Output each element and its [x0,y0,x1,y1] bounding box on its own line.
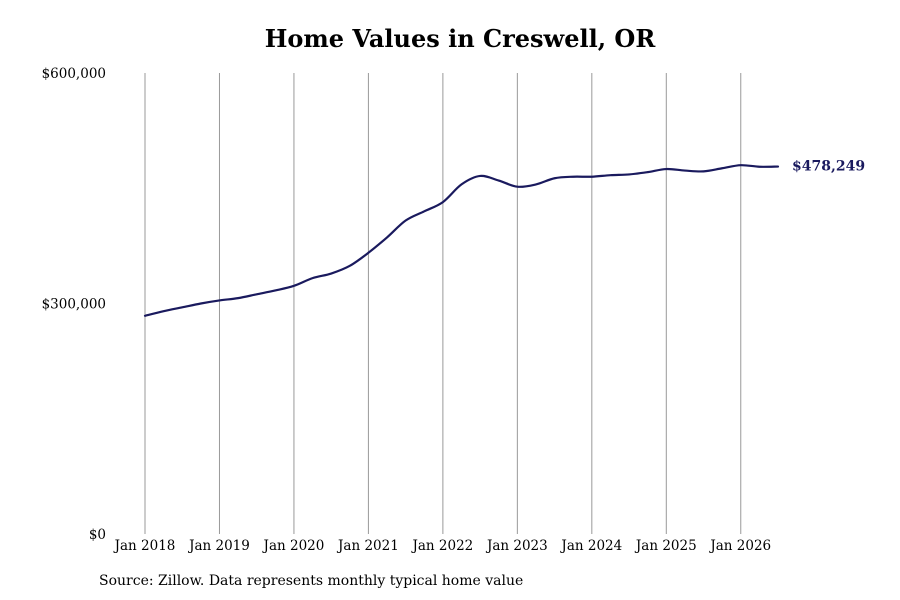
x-tick-label: Jan 2018 [113,538,176,554]
y-axis-ticks: $0 $300,000 $600,000 [42,66,106,543]
x-tick-label: Jan 2019 [187,538,250,554]
x-tick-label: Jan 2023 [485,538,548,554]
chart-title: Home Values in Creswell, OR [264,24,656,53]
y-tick-label: $0 [89,527,106,543]
series-layer [143,164,780,317]
end-value-label: $478,249 [792,159,865,175]
x-tick-label: Jan 2025 [634,538,697,554]
x-tick-label: Jan 2021 [336,538,399,554]
x-tick-label: Jan 2020 [262,538,325,554]
x-tick-label: Jan 2024 [559,538,622,554]
x-axis-ticks: Jan 2018 Jan 2019 Jan 2020 Jan 2021 Jan 2022… [113,538,772,554]
series-line [143,164,780,317]
gridlines [144,73,742,534]
x-tick-label: Jan 2026 [708,538,771,554]
source-note: Source: Zillow. Data represents monthly … [99,573,524,589]
y-tick-label: $300,000 [42,297,106,313]
x-tick-label: Jan 2022 [410,538,473,554]
data-labels: $478,249 [792,159,865,175]
y-tick-label: $600,000 [42,66,106,82]
